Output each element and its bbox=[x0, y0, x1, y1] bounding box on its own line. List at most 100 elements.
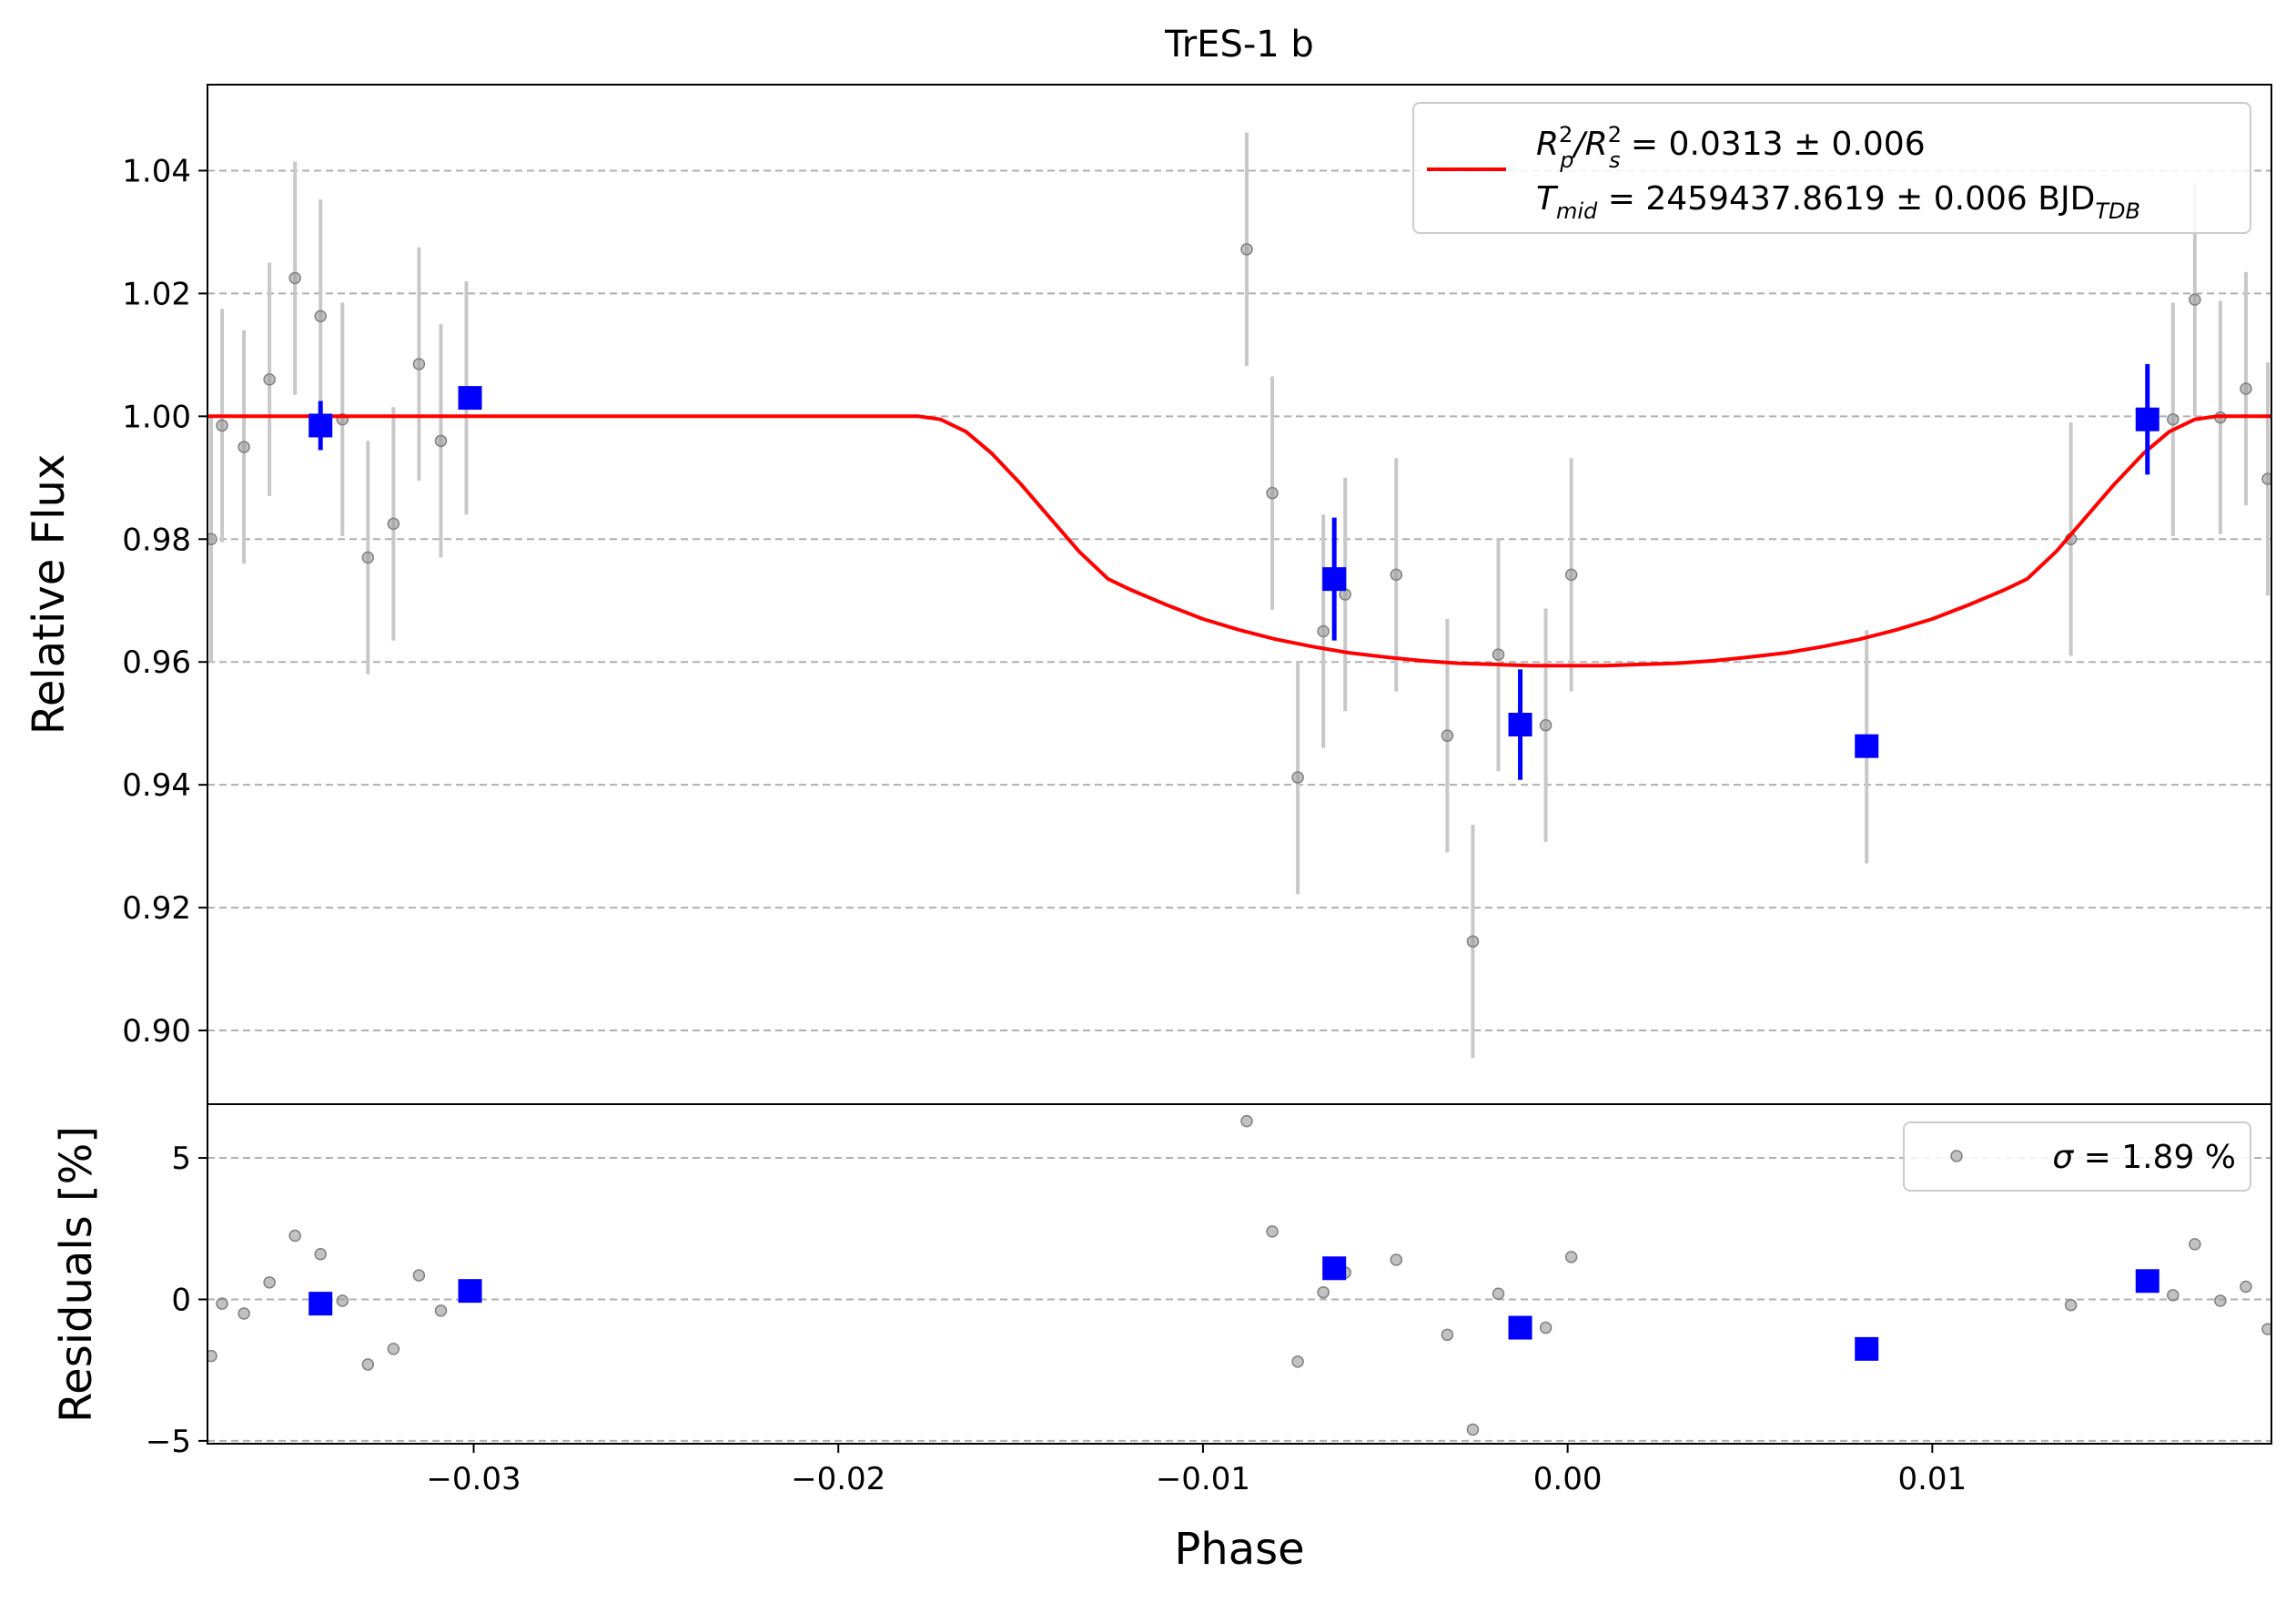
top-y-tick-label: 0.90 bbox=[122, 1013, 191, 1050]
top-y-axis-label: Relative Flux bbox=[24, 454, 75, 736]
raw-point bbox=[1466, 935, 1480, 948]
binned-point bbox=[308, 413, 333, 438]
residual-binned-point bbox=[458, 1279, 482, 1304]
top-y-tick-label: 1.04 bbox=[122, 153, 191, 189]
binned-point bbox=[1508, 713, 1532, 737]
residual-raw-point bbox=[361, 1358, 375, 1371]
residual-raw-point bbox=[314, 1247, 327, 1261]
residual-raw-point bbox=[1240, 1114, 1253, 1128]
top-y-tick-label: 1.02 bbox=[122, 276, 191, 312]
residual-raw-point bbox=[434, 1304, 448, 1317]
x-tick-label: −0.01 bbox=[1156, 1461, 1250, 1497]
top-binned-points bbox=[308, 363, 2159, 780]
transit-model-line bbox=[207, 414, 2271, 668]
raw-point bbox=[1492, 648, 1505, 661]
residual-raw-point bbox=[2189, 1238, 2201, 1251]
raw-point bbox=[207, 533, 217, 546]
raw-point bbox=[2189, 293, 2201, 306]
legend-depth-text: R2 p/R2 s = 0.0313 ± 0.006 bbox=[1536, 122, 1926, 173]
raw-point bbox=[1390, 568, 1403, 582]
x-tick-label: −0.03 bbox=[426, 1461, 521, 1497]
residual-binned-point bbox=[1508, 1315, 1532, 1340]
top-gridlines bbox=[207, 169, 2271, 1032]
residual-raw-point bbox=[2261, 1323, 2271, 1335]
residual-raw-point bbox=[216, 1297, 228, 1310]
x-tick-label: 0.00 bbox=[1533, 1461, 1603, 1497]
x-axis: −0.03 −0.02 −0.01 0.00 0.01 bbox=[426, 1444, 1967, 1497]
raw-point bbox=[1240, 243, 1253, 256]
residual-raw-point bbox=[2064, 1298, 2078, 1312]
residual-raw-point bbox=[2167, 1289, 2180, 1302]
raw-point bbox=[2240, 382, 2252, 395]
residual-binned-point bbox=[2135, 1269, 2159, 1294]
raw-point bbox=[387, 517, 400, 531]
raw-point bbox=[412, 358, 426, 370]
raw-point bbox=[1317, 624, 1330, 638]
bottom-gridlines bbox=[207, 1157, 2271, 1442]
residual-raw-point bbox=[2214, 1294, 2227, 1307]
raw-point bbox=[2167, 412, 2180, 426]
raw-point bbox=[1539, 718, 1553, 732]
residual-raw-point bbox=[336, 1294, 349, 1307]
residual-raw-point bbox=[1564, 1251, 1578, 1263]
raw-point bbox=[361, 551, 375, 564]
top-legend: R2 p/R2 s = 0.0313 ± 0.006 Tmid = 2459437.… bbox=[1412, 102, 2251, 234]
residual-raw-point bbox=[1291, 1355, 1304, 1368]
raw-point bbox=[434, 434, 448, 448]
raw-point bbox=[263, 373, 276, 386]
residual-binned-points bbox=[308, 1256, 2159, 1361]
residual-raw-point bbox=[1492, 1287, 1505, 1301]
bottom-y-tick-label: −5 bbox=[146, 1424, 191, 1460]
raw-point bbox=[1266, 486, 1279, 500]
bottom-y-axis-label: Residuals [%] bbox=[51, 1126, 102, 1423]
transit-model bbox=[207, 414, 2271, 668]
raw-point bbox=[2261, 472, 2271, 485]
raw-point bbox=[216, 419, 228, 432]
top-legend-box bbox=[1412, 102, 2251, 234]
residual-binned-point bbox=[1855, 1336, 1879, 1361]
residual-raw-point bbox=[1390, 1253, 1403, 1266]
top-y-tick-label: 0.92 bbox=[122, 890, 191, 927]
binned-point bbox=[2135, 407, 2159, 431]
raw-point bbox=[238, 441, 250, 453]
legend-residual-marker bbox=[1950, 1150, 1963, 1162]
raw-point bbox=[288, 271, 301, 285]
x-axis-label: Phase bbox=[1174, 1524, 1304, 1575]
bottom-y-tick-label: 0 bbox=[171, 1282, 191, 1318]
x-tick-label: −0.02 bbox=[791, 1461, 885, 1497]
residual-binned-point bbox=[308, 1292, 333, 1316]
legend-tmid-text: Tmid = 2459437.8619 ± 0.006 BJDTDB bbox=[1536, 180, 2140, 224]
bottom-plot-frame bbox=[207, 1103, 2272, 1445]
raw-point bbox=[1441, 729, 1454, 742]
top-raw-points bbox=[207, 132, 2271, 1059]
residual-binned-point bbox=[1322, 1256, 1347, 1281]
residual-raw-point bbox=[2240, 1280, 2252, 1294]
top-y-tick-label: 1.00 bbox=[122, 399, 191, 435]
residual-raw-point bbox=[238, 1307, 250, 1320]
residual-raw-point bbox=[207, 1349, 217, 1363]
bottom-legend-box bbox=[1903, 1121, 2251, 1192]
legend-sigma-text: σ = 1.89 % bbox=[2052, 1139, 2236, 1176]
bottom-y-axis: −5 0 5 bbox=[146, 1141, 207, 1460]
residual-raw-point bbox=[1441, 1328, 1454, 1342]
top-y-tick-label: 0.96 bbox=[122, 644, 191, 681]
residual-raw-point bbox=[412, 1269, 426, 1282]
binned-point bbox=[1855, 734, 1879, 758]
x-tick-label: 0.01 bbox=[1897, 1461, 1967, 1497]
raw-point bbox=[314, 309, 327, 323]
raw-point bbox=[1291, 771, 1304, 784]
top-y-axis: 0.90 0.92 0.94 0.96 0.98 1.00 1.02 1.04 bbox=[122, 153, 207, 1050]
bottom-y-tick-label: 5 bbox=[171, 1141, 191, 1177]
residual-raw-point bbox=[1466, 1423, 1480, 1436]
residual-raw-point bbox=[1266, 1225, 1279, 1238]
residual-raw-point bbox=[263, 1276, 276, 1289]
residual-raw-point bbox=[1539, 1321, 1553, 1334]
residual-raw-point bbox=[387, 1343, 400, 1355]
binned-point bbox=[458, 386, 482, 411]
raw-point bbox=[1564, 568, 1578, 582]
residual-raw-point bbox=[1317, 1285, 1330, 1299]
top-plot-frame bbox=[207, 84, 2272, 1105]
top-y-tick-label: 0.98 bbox=[122, 522, 191, 558]
top-y-tick-label: 0.94 bbox=[122, 767, 191, 804]
